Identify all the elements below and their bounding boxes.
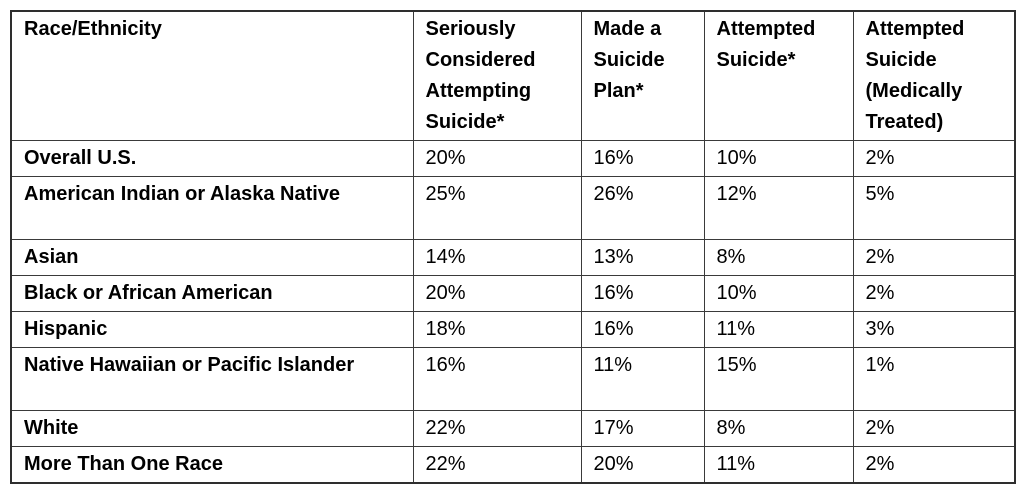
cell-value: 16% xyxy=(580,311,705,348)
header-row: Race/Ethnicity Seriously Considered Atte… xyxy=(10,10,1016,141)
cell-value: 16% xyxy=(412,347,582,411)
column-header-race-ethnicity: Race/Ethnicity xyxy=(10,10,414,141)
table-row-white: White 22% 17% 8% 2% xyxy=(10,410,1016,447)
cell-value: 18% xyxy=(412,311,582,348)
table-row-native-hawaiian-pacific-islander: Native Hawaiian or Pacific Islander 16% … xyxy=(10,347,1016,411)
cell-value: 2% xyxy=(852,275,1016,312)
cell-value: 10% xyxy=(703,275,854,312)
race-ethnicity-suicide-table: Race/Ethnicity Seriously Considered Atte… xyxy=(10,10,1016,484)
column-header-made-plan: Made a Suicide Plan* xyxy=(580,10,705,141)
cell-value: 13% xyxy=(580,239,705,276)
cell-value: 11% xyxy=(703,311,854,348)
cell-value: 20% xyxy=(412,275,582,312)
cell-value: 22% xyxy=(412,410,582,447)
cell-value: 25% xyxy=(412,176,582,240)
row-label: Native Hawaiian or Pacific Islander xyxy=(10,347,414,411)
column-header-attempted: Attempted Suicide* xyxy=(703,10,854,141)
cell-value: 16% xyxy=(580,140,705,177)
row-label: Hispanic xyxy=(10,311,414,348)
cell-value: 11% xyxy=(580,347,705,411)
row-label: More Than One Race xyxy=(10,446,414,484)
table-row-american-indian-alaska-native: American Indian or Alaska Native 25% 26%… xyxy=(10,176,1016,240)
column-header-attempted-medically-treated: Attempted Suicide (Medically Treated) xyxy=(852,10,1016,141)
row-label: Overall U.S. xyxy=(10,140,414,177)
cell-value: 20% xyxy=(412,140,582,177)
cell-value: 8% xyxy=(703,410,854,447)
cell-value: 5% xyxy=(852,176,1016,240)
cell-value: 1% xyxy=(852,347,1016,411)
table-container: Race/Ethnicity Seriously Considered Atte… xyxy=(10,10,1016,484)
cell-value: 8% xyxy=(703,239,854,276)
cell-value: 16% xyxy=(580,275,705,312)
cell-value: 11% xyxy=(703,446,854,484)
table-row-more-than-one-race: More Than One Race 22% 20% 11% 2% xyxy=(10,446,1016,484)
cell-value: 2% xyxy=(852,239,1016,276)
row-label: Asian xyxy=(10,239,414,276)
table-row-overall-us: Overall U.S. 20% 16% 10% 2% xyxy=(10,140,1016,177)
cell-value: 17% xyxy=(580,410,705,447)
cell-value: 3% xyxy=(852,311,1016,348)
cell-value: 15% xyxy=(703,347,854,411)
row-label: White xyxy=(10,410,414,447)
row-label: American Indian or Alaska Native xyxy=(10,176,414,240)
cell-value: 22% xyxy=(412,446,582,484)
cell-value: 20% xyxy=(580,446,705,484)
cell-value: 12% xyxy=(703,176,854,240)
cell-value: 2% xyxy=(852,446,1016,484)
column-header-seriously-considered: Seriously Considered Attempting Suicide* xyxy=(412,10,582,141)
cell-value: 10% xyxy=(703,140,854,177)
row-label: Black or African American xyxy=(10,275,414,312)
cell-value: 14% xyxy=(412,239,582,276)
cell-value: 2% xyxy=(852,140,1016,177)
cell-value: 26% xyxy=(580,176,705,240)
cell-value: 2% xyxy=(852,410,1016,447)
table-row-black-african-american: Black or African American 20% 16% 10% 2% xyxy=(10,275,1016,312)
table-row-asian: Asian 14% 13% 8% 2% xyxy=(10,239,1016,276)
table-row-hispanic: Hispanic 18% 16% 11% 3% xyxy=(10,311,1016,348)
